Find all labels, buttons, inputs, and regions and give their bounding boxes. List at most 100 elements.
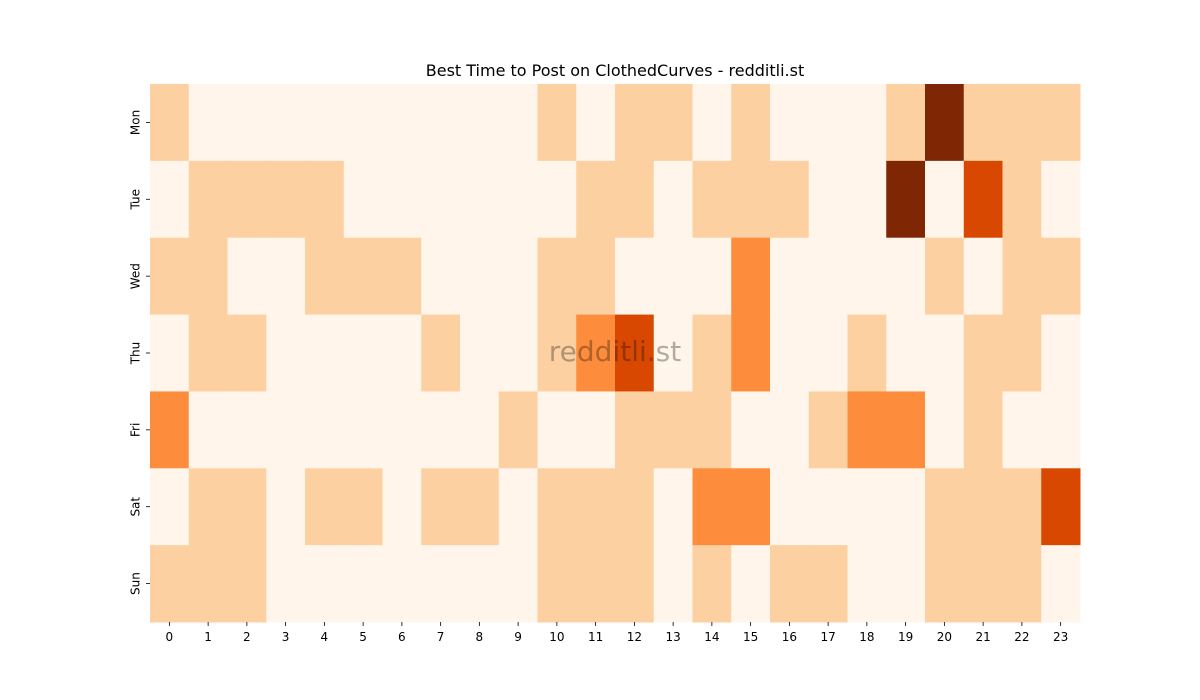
heatmap-cell-Thu-22 xyxy=(1002,314,1042,392)
x-tick-label: 21 xyxy=(975,630,990,644)
heatmap-cell-Tue-1 xyxy=(188,160,228,239)
heatmap-cell-Sat-0 xyxy=(150,468,190,546)
x-tick-label: 7 xyxy=(437,630,445,644)
heatmap-cell-Wed-15 xyxy=(731,237,771,316)
heatmap-cell-Sat-17 xyxy=(808,468,848,546)
heatmap-cell-Thu-20 xyxy=(925,314,965,392)
y-tick-label: Fri xyxy=(129,423,143,437)
heatmap-cell-Sat-11 xyxy=(576,468,616,546)
heatmap-cell-Sat-22 xyxy=(1002,468,1042,546)
heatmap-cell-Tue-12 xyxy=(615,160,655,239)
heatmap-cell-Wed-0 xyxy=(150,237,190,316)
heatmap-cell-Fri-10 xyxy=(537,391,577,469)
heatmap-cell-Tue-3 xyxy=(266,160,306,239)
x-tick-label: 8 xyxy=(476,630,484,644)
heatmap-cell-Mon-13 xyxy=(653,84,693,162)
heatmap-cell-Wed-20 xyxy=(925,237,965,316)
heatmap-cell-Mon-1 xyxy=(188,84,228,162)
x-tick-label: 16 xyxy=(782,630,797,644)
heatmap-cell-Thu-1 xyxy=(188,314,228,392)
x-tick-label: 5 xyxy=(359,630,367,644)
x-axis: 0 1 2 3 4 5 6 7 8 9 10 11 12 13 14 15 16 17 18 19 20 21 22 23 xyxy=(166,622,1068,644)
heatmap-cell-Sun-4 xyxy=(305,545,345,623)
heatmap-cell-Thu-6 xyxy=(382,314,422,392)
heatmap-cell-Sun-8 xyxy=(460,545,500,623)
heatmap-cell-Wed-19 xyxy=(886,237,926,316)
heatmap-cell-Mon-12 xyxy=(615,84,655,162)
heatmap-cell-Sat-21 xyxy=(963,468,1003,546)
heatmap-cell-Sun-16 xyxy=(770,545,810,623)
x-tick-label: 2 xyxy=(243,630,251,644)
heatmap-cell-Thu-17 xyxy=(808,314,848,392)
heatmap-cell-Sun-20 xyxy=(925,545,965,623)
heatmap-cell-Mon-20 xyxy=(925,84,965,162)
heatmap-cell-Thu-0 xyxy=(150,314,190,392)
heatmap-cell-Thu-3 xyxy=(266,314,306,392)
heatmap-cell-Fri-13 xyxy=(653,391,693,469)
heatmap-cell-Sat-3 xyxy=(266,468,306,546)
x-tick-label: 13 xyxy=(665,630,680,644)
heatmap-cell-Sat-7 xyxy=(421,468,461,546)
chart-title: Best Time to Post on ClothedCurves - red… xyxy=(426,61,804,80)
heatmap-cell-Tue-16 xyxy=(770,160,810,239)
heatmap-cell-Mon-15 xyxy=(731,84,771,162)
x-tick-label: 14 xyxy=(704,630,719,644)
x-tick-label: 1 xyxy=(204,630,212,644)
heatmap-cell-Mon-22 xyxy=(1002,84,1042,162)
heatmap-cell-Thu-8 xyxy=(460,314,500,392)
y-tick-label: Sun xyxy=(129,572,143,595)
heatmap-cell-Tue-9 xyxy=(498,160,538,239)
heatmap-cell-Thu-10 xyxy=(537,314,577,392)
heatmap-cell-Mon-0 xyxy=(150,84,190,162)
heatmap-cell-Fri-22 xyxy=(1002,391,1042,469)
heatmap-cell-Tue-21 xyxy=(963,160,1003,239)
x-tick-label: 15 xyxy=(743,630,758,644)
heatmap-cell-Thu-15 xyxy=(731,314,771,392)
heatmap-cell-Fri-23 xyxy=(1041,391,1081,469)
heatmap-cell-Sat-2 xyxy=(227,468,267,546)
heatmap-cell-Sat-15 xyxy=(731,468,771,546)
heatmap-cell-Mon-6 xyxy=(382,84,422,162)
heatmap-cell-Fri-8 xyxy=(460,391,500,469)
heatmap-cell-Tue-7 xyxy=(421,160,461,239)
heatmap-cell-Wed-5 xyxy=(343,237,383,316)
heatmap-cell-Fri-19 xyxy=(886,391,926,469)
heatmap-cell-Fri-2 xyxy=(227,391,267,469)
heatmap-cell-Wed-8 xyxy=(460,237,500,316)
x-tick-label: 6 xyxy=(398,630,406,644)
heatmap-cell-Sun-15 xyxy=(731,545,771,623)
heatmap-cell-Wed-16 xyxy=(770,237,810,316)
heatmap-cell-Wed-21 xyxy=(963,237,1003,316)
x-tick-label: 12 xyxy=(627,630,642,644)
heatmap-cell-Fri-6 xyxy=(382,391,422,469)
heatmap-cell-Sun-21 xyxy=(963,545,1003,623)
heatmap-cell-Wed-4 xyxy=(305,237,345,316)
x-tick-label: 20 xyxy=(937,630,952,644)
heatmap-cell-Tue-15 xyxy=(731,160,771,239)
heatmap-cell-Sun-1 xyxy=(188,545,228,623)
heatmap-cell-Thu-13 xyxy=(653,314,693,392)
x-tick-label: 23 xyxy=(1053,630,1068,644)
heatmap-cell-Fri-1 xyxy=(188,391,228,469)
heatmap-cell-Tue-18 xyxy=(847,160,887,239)
heatmap-cell-Thu-4 xyxy=(305,314,345,392)
y-tick-label: Thu xyxy=(129,342,143,366)
heatmap-cells xyxy=(150,84,1081,623)
heatmap-cell-Mon-9 xyxy=(498,84,538,162)
x-tick-label: 22 xyxy=(1014,630,1029,644)
x-tick-label: 0 xyxy=(166,630,174,644)
heatmap-cell-Fri-20 xyxy=(925,391,965,469)
heatmap-cell-Sat-6 xyxy=(382,468,422,546)
heatmap-cell-Wed-12 xyxy=(615,237,655,316)
heatmap-cell-Tue-4 xyxy=(305,160,345,239)
x-tick-label: 11 xyxy=(588,630,603,644)
heatmap-cell-Fri-18 xyxy=(847,391,887,469)
heatmap-cell-Wed-1 xyxy=(188,237,228,316)
heatmap-cell-Mon-18 xyxy=(847,84,887,162)
heatmap-cell-Sun-12 xyxy=(615,545,655,623)
heatmap-cell-Sat-19 xyxy=(886,468,926,546)
heatmap-cell-Thu-7 xyxy=(421,314,461,392)
heatmap-cell-Fri-7 xyxy=(421,391,461,469)
y-tick-label: Mon xyxy=(129,110,143,135)
heatmap-cell-Thu-23 xyxy=(1041,314,1081,392)
